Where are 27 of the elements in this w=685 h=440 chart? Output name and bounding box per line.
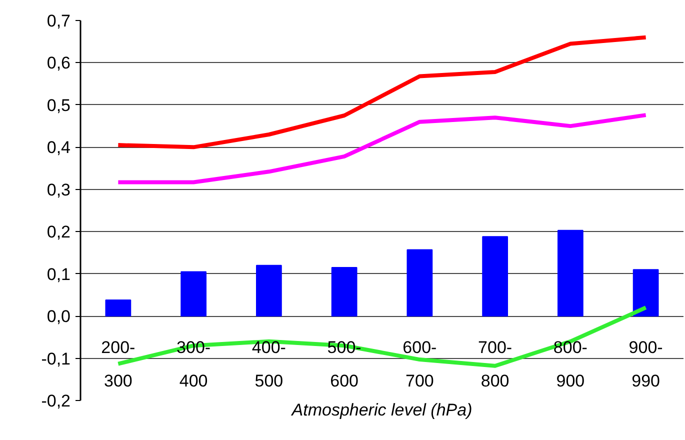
x-axis-title: Atmospheric level (hPa) <box>290 400 472 420</box>
y-tick-label: 0,3 <box>46 180 71 200</box>
bar <box>406 249 433 317</box>
bar <box>482 236 508 317</box>
x-tick-label: 800-900 <box>553 338 588 390</box>
line-series <box>116 113 648 184</box>
y-tick-label: 0,7 <box>46 12 71 30</box>
y-tick-label: 0,5 <box>46 96 71 115</box>
x-tick-label: 900-990 <box>628 338 663 390</box>
y-tick-label: 0,6 <box>46 54 71 73</box>
bar <box>558 230 584 317</box>
y-tick-label: -0,1 <box>41 349 71 368</box>
y-tick-label: 0,1 <box>46 264 71 284</box>
bar <box>632 269 659 317</box>
bar <box>256 264 282 317</box>
y-tick-label: 0,2 <box>46 222 71 242</box>
y-tick-label: 0,0 <box>46 307 71 326</box>
y-tick-label: 0,4 <box>46 138 71 158</box>
x-tick-label: 200-300 <box>101 338 136 390</box>
y-tick-label: -0,2 <box>41 392 71 410</box>
line-series <box>116 35 648 150</box>
x-tick-label: 700-800 <box>478 338 512 390</box>
x-tick-label: 600-700 <box>402 338 437 390</box>
bar <box>105 300 132 317</box>
bar <box>180 271 206 317</box>
x-tick-label: 400-500 <box>252 338 286 390</box>
bar <box>331 267 358 317</box>
